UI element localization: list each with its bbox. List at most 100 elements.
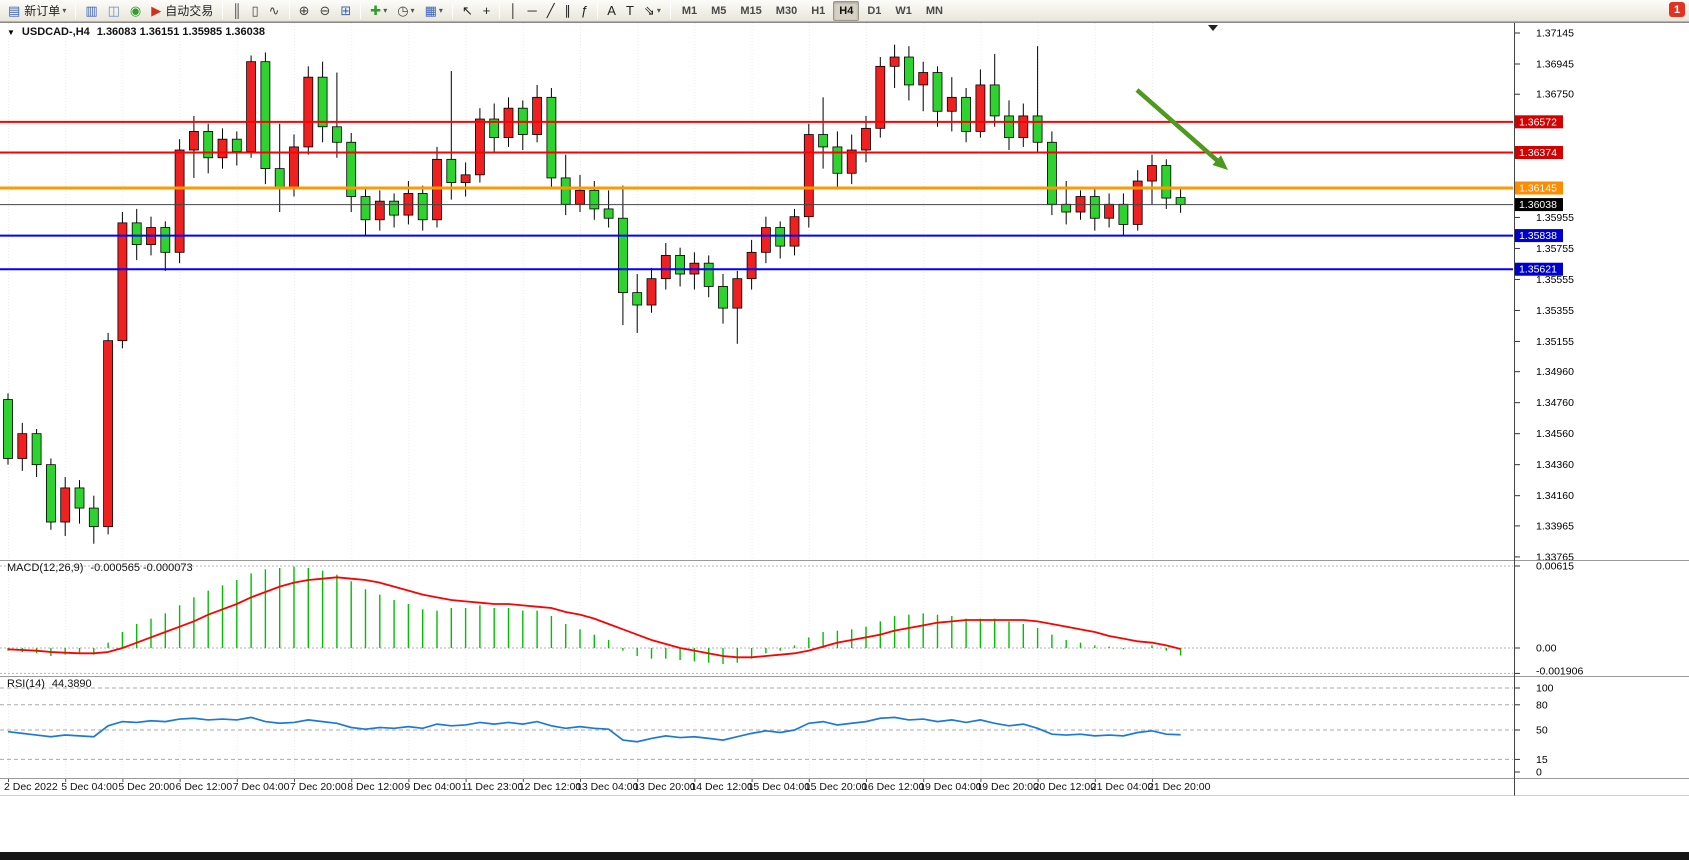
bar-chart-button[interactable]: ║ (228, 1, 245, 21)
macd-label: MACD(12,26,9) (7, 562, 84, 574)
tile-windows-button[interactable]: ⊞ (336, 1, 355, 21)
timeframe-h1-button[interactable]: H1 (811, 4, 826, 17)
svg-text:20 Dec 12:00: 20 Dec 12:00 (1034, 781, 1097, 793)
charts-button[interactable]: ▥ (81, 1, 101, 21)
macd-values: -0.000565 -0.000073 (90, 562, 193, 574)
toolbar-separator (597, 2, 599, 19)
zoom-out-button[interactable]: ⊖ (315, 1, 334, 21)
svg-text:5 Dec 04:00: 5 Dec 04:00 (61, 781, 118, 793)
chart-window: 1.37145 1.36945 1.36750 1.35955 1.35755 1.355… (0, 22, 1689, 860)
frame (0, 22, 1689, 796)
time-axis-labels: 2 Dec 2022 5 Dec 04:00 5 Dec 20:00 6 Dec 12… (4, 778, 1211, 793)
trendline-button[interactable]: ╱ (543, 1, 559, 21)
zoom-out-icon: ⊖ (319, 3, 331, 18)
line-chart-button[interactable]: ∿ (265, 1, 284, 21)
new-order-button[interactable]: ▤ 新订单 ▾ (4, 1, 70, 21)
text-button[interactable]: A (603, 1, 620, 21)
rsi-label: RSI(14) (7, 678, 45, 690)
toolbar-separator (451, 2, 453, 19)
timeframe-w1-button[interactable]: W1 (895, 4, 912, 17)
macd-indicator (7, 566, 1182, 664)
toolbar-separator (499, 2, 501, 19)
svg-text:1.34760: 1.34760 (1536, 397, 1574, 409)
timeframe-m1-button[interactable]: M1 (681, 4, 698, 17)
toolbar-separator (669, 2, 671, 19)
svg-text:7 Dec 04:00: 7 Dec 04:00 (233, 781, 290, 793)
svg-text:1.35955: 1.35955 (1536, 212, 1574, 224)
profiles-button[interactable]: ◫ (104, 1, 124, 21)
svg-text:0.00: 0.00 (1536, 643, 1557, 655)
rsi-levels (0, 687, 1513, 760)
caret-down-icon: ▾ (656, 6, 661, 15)
vline-button[interactable]: │ (505, 1, 521, 21)
templates-icon: ▦ (424, 3, 437, 18)
svg-text:15 Dec 04:00: 15 Dec 04:00 (748, 781, 811, 793)
fibonacci-button[interactable]: ƒ (577, 1, 592, 21)
bottom-bar (0, 852, 1689, 860)
indicators-icon: ✚ (370, 3, 382, 18)
svg-text:1.36374: 1.36374 (1519, 147, 1557, 159)
svg-text:-0.001906: -0.001906 (1536, 666, 1583, 678)
svg-text:14 Dec 12:00: 14 Dec 12:00 (690, 781, 753, 793)
zoom-in-button[interactable]: ⊕ (295, 1, 314, 21)
text-icon: A (607, 3, 616, 18)
svg-text:1.34560: 1.34560 (1536, 428, 1574, 440)
timeframe-mn-button[interactable]: MN (925, 4, 943, 17)
trendline-icon: ╱ (546, 3, 555, 18)
svg-text:15: 15 (1536, 754, 1548, 766)
svg-text:1.36750: 1.36750 (1536, 89, 1574, 101)
timeframe-m15-button[interactable]: M15 (740, 4, 762, 17)
svg-text:9 Dec 04:00: 9 Dec 04:00 (404, 781, 461, 793)
hline-button[interactable]: ─ (524, 1, 541, 21)
hline-icon: ─ (527, 3, 537, 18)
rsi-value: 44.3890 (51, 678, 92, 690)
timeframe-h4-button[interactable]: H4 (833, 0, 860, 21)
caret-down-icon: ▾ (383, 6, 388, 15)
autotrading-button[interactable]: ▶ 自动交易 (147, 1, 217, 21)
svg-text:1.33965: 1.33965 (1536, 520, 1574, 532)
horizontal-lines (0, 120, 1513, 271)
label-icon: T (625, 3, 634, 18)
templates-button[interactable]: ▦ ▾ (421, 1, 447, 21)
profiles-icon: ◫ (107, 3, 120, 18)
arrows-icon: ⇘ (643, 3, 655, 18)
fibonacci-icon: ƒ (581, 3, 589, 18)
svg-text:1.35838: 1.35838 (1519, 230, 1557, 242)
svg-text:7 Dec 20:00: 7 Dec 20:00 (290, 781, 347, 793)
svg-text:0: 0 (1536, 767, 1542, 779)
svg-text:50: 50 (1536, 725, 1548, 737)
candle-chart-button[interactable]: ▯ (248, 1, 263, 21)
crosshair-button[interactable]: + (479, 1, 495, 21)
charts-icon: ▥ (85, 3, 98, 18)
caret-down-icon: ▾ (410, 6, 415, 15)
toolbar-separator (75, 2, 77, 19)
symbol-dropdown-icon: ▼ (7, 27, 15, 37)
indicators-button[interactable]: ✚ ▾ (366, 1, 391, 21)
trend-arrow (1135, 88, 1228, 170)
tile-windows-icon: ⊞ (340, 3, 352, 18)
data-window-button[interactable]: ◉ (126, 1, 145, 21)
line-chart-icon: ∿ (268, 3, 280, 18)
channel-button[interactable]: ∥ (561, 1, 576, 21)
periods-button[interactable]: ◷ ▾ (393, 1, 418, 21)
arrows-button[interactable]: ⇘ ▾ (640, 1, 665, 21)
symbol-timeframe-label: USDCAD-,H4 (21, 26, 90, 38)
timeframe-d1-button[interactable]: D1 (867, 4, 882, 17)
time-axis[interactable] (0, 778, 1514, 796)
label-button[interactable]: T (622, 1, 638, 21)
svg-text:19 Dec 04:00: 19 Dec 04:00 (919, 781, 982, 793)
macd-pane-label: MACD(12,26,9) -0.000565 -0.000073 (7, 562, 193, 574)
timeframe-m5-button[interactable]: M5 (711, 4, 727, 17)
price-axis[interactable] (1515, 22, 1689, 796)
notification-badge: 1 (1669, 2, 1685, 17)
rsi-indicator (7, 716, 1181, 743)
cursor-button[interactable]: ↖ (458, 1, 477, 21)
svg-text:12 Dec 12:00: 12 Dec 12:00 (519, 781, 582, 793)
toolbar-separator (222, 2, 224, 19)
timeframe-m30-button[interactable]: M30 (775, 4, 798, 17)
price-axis-labels: 1.37145 1.36945 1.36750 1.35955 1.35755 1.355… (1515, 28, 1583, 779)
chart-canvas[interactable]: 1.37145 1.36945 1.36750 1.35955 1.35755 1.355… (0, 22, 1689, 860)
crosshair-icon: + (482, 3, 491, 18)
periods-icon: ◷ (397, 3, 409, 18)
zoom-in-icon: ⊕ (298, 3, 310, 18)
